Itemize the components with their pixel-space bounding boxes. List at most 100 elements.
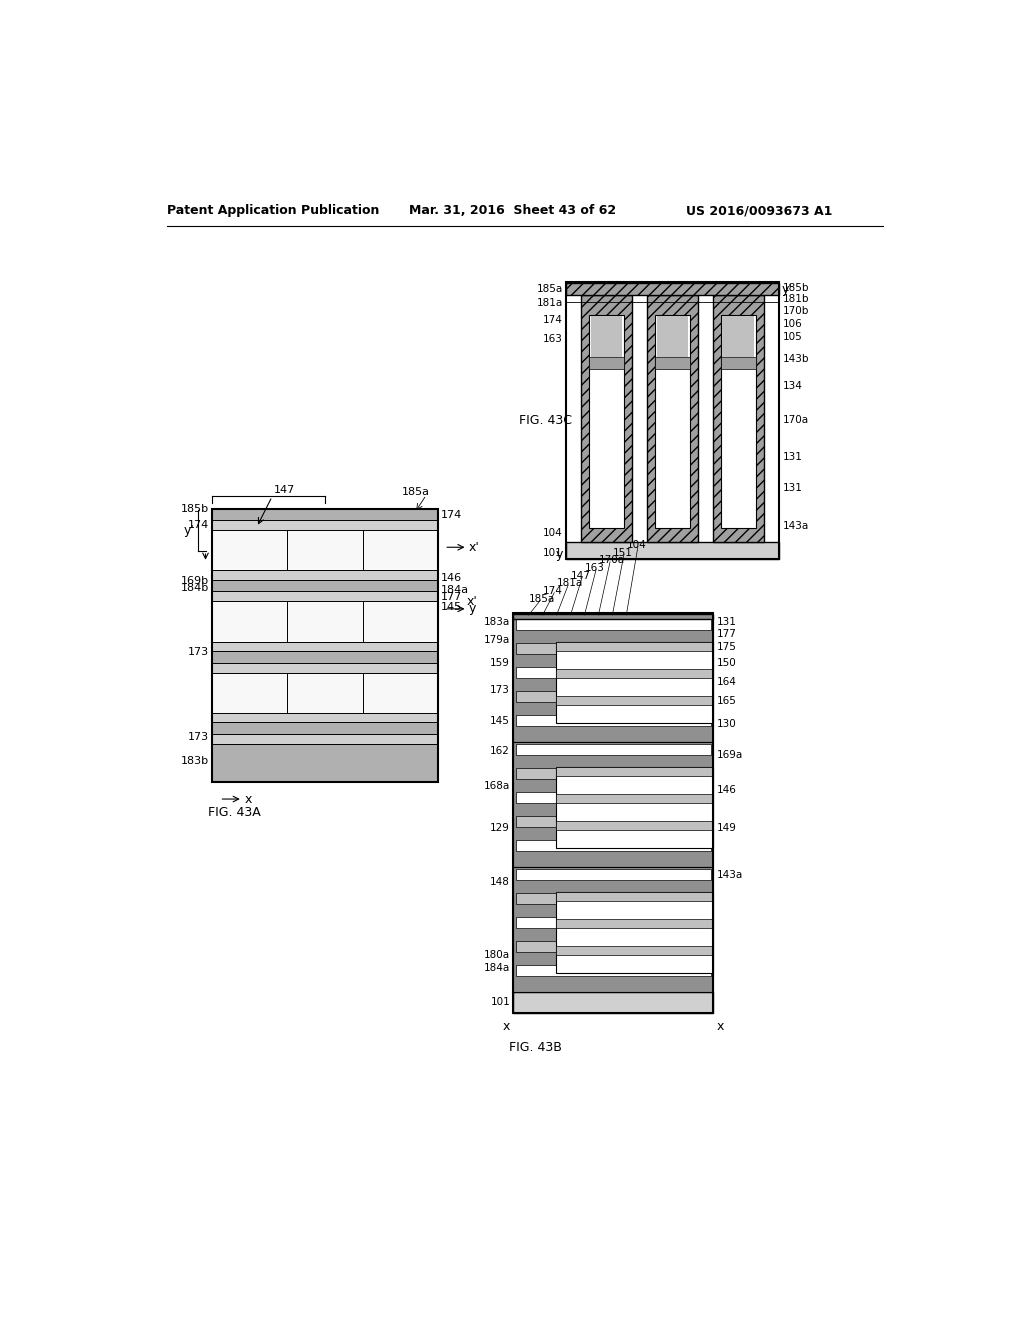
Bar	[515, 643, 711, 653]
Bar	[582, 296, 632, 543]
Text: 143a: 143a	[783, 521, 809, 532]
Text: 170a: 170a	[598, 556, 625, 565]
Text: 146: 146	[717, 785, 737, 795]
Bar	[566, 543, 779, 558]
Text: x': x'	[467, 594, 477, 607]
Text: x: x	[245, 792, 252, 805]
Text: x: x	[716, 1020, 724, 1034]
Bar	[212, 743, 438, 781]
Text: 131: 131	[783, 453, 803, 462]
Text: 184a: 184a	[441, 585, 469, 594]
Text: 169a: 169a	[717, 750, 743, 760]
Text: FIG. 43B: FIG. 43B	[509, 1041, 562, 1055]
Bar	[212, 673, 438, 713]
Text: 185b: 185b	[180, 504, 209, 513]
Text: 174: 174	[543, 586, 562, 597]
Bar	[655, 314, 690, 528]
Text: 134: 134	[783, 380, 803, 391]
Text: 185b: 185b	[783, 282, 809, 293]
Text: 184b: 184b	[180, 583, 209, 593]
Text: 163: 163	[543, 334, 563, 345]
Bar	[513, 866, 713, 991]
Bar	[556, 891, 713, 902]
Text: 131: 131	[717, 616, 737, 627]
Bar	[556, 767, 713, 847]
Text: 168a: 168a	[483, 781, 510, 791]
Bar	[556, 793, 713, 803]
Text: y': y'	[183, 524, 195, 537]
Bar	[566, 281, 779, 558]
Bar	[515, 965, 711, 975]
Text: 151: 151	[612, 548, 632, 557]
Text: 183a: 183a	[483, 616, 510, 627]
Bar	[515, 715, 711, 726]
Text: 147: 147	[570, 570, 591, 581]
Bar	[556, 696, 713, 705]
Bar	[513, 991, 713, 1014]
Bar	[212, 734, 438, 743]
Bar	[515, 869, 711, 879]
Bar	[513, 616, 713, 742]
Text: 181b: 181b	[783, 293, 809, 304]
Bar	[556, 945, 713, 956]
Text: 185a: 185a	[537, 284, 563, 294]
Bar	[212, 591, 438, 601]
Bar	[589, 358, 624, 368]
Bar	[589, 314, 624, 528]
Text: 149: 149	[717, 824, 737, 833]
Bar	[656, 317, 688, 358]
Text: 180a: 180a	[484, 949, 510, 960]
Bar	[515, 941, 711, 952]
Bar	[212, 508, 438, 781]
Bar	[515, 692, 711, 702]
Bar	[556, 642, 713, 723]
Bar	[556, 891, 713, 973]
Text: 101: 101	[543, 548, 563, 557]
Bar	[556, 821, 713, 830]
Text: 163: 163	[585, 564, 604, 573]
Bar	[515, 816, 711, 826]
Text: 143b: 143b	[783, 354, 809, 363]
Text: 130: 130	[717, 719, 736, 730]
Text: US 2016/0093673 A1: US 2016/0093673 A1	[686, 205, 833, 218]
Text: 170b: 170b	[783, 306, 809, 315]
Text: 148: 148	[490, 878, 510, 887]
Text: 164: 164	[717, 677, 737, 686]
Bar	[212, 508, 438, 520]
Text: 174: 174	[187, 520, 209, 529]
Text: x: x	[503, 1020, 510, 1034]
Bar	[515, 667, 711, 678]
Bar	[591, 317, 623, 358]
Text: 159: 159	[490, 657, 510, 668]
Bar	[515, 768, 711, 779]
Text: 165: 165	[717, 696, 737, 706]
Bar	[212, 601, 438, 642]
Text: 129: 129	[490, 824, 510, 833]
Bar	[515, 619, 711, 630]
Text: 177: 177	[717, 630, 737, 639]
Text: 143a: 143a	[717, 870, 743, 879]
Text: 146: 146	[441, 573, 462, 583]
Text: 181a: 181a	[537, 298, 563, 308]
Text: Patent Application Publication: Patent Application Publication	[167, 205, 379, 218]
Text: 185a: 185a	[528, 594, 555, 603]
Bar	[212, 663, 438, 673]
Text: 173: 173	[490, 685, 510, 694]
Bar	[515, 744, 711, 755]
Text: 145: 145	[490, 715, 510, 726]
Text: y: y	[555, 548, 563, 561]
Bar	[212, 579, 438, 591]
Bar	[513, 742, 713, 866]
Text: FIG. 43C: FIG. 43C	[519, 413, 572, 426]
Text: 173: 173	[187, 733, 209, 742]
Text: 184a: 184a	[483, 964, 510, 973]
Text: 131: 131	[783, 483, 803, 492]
Bar	[655, 358, 690, 368]
Bar	[212, 570, 438, 579]
Text: 183b: 183b	[180, 755, 209, 766]
Text: 101: 101	[490, 998, 510, 1007]
Bar	[515, 792, 711, 803]
Text: 174: 174	[441, 510, 463, 520]
Bar	[212, 520, 438, 529]
Text: 104: 104	[543, 528, 563, 537]
